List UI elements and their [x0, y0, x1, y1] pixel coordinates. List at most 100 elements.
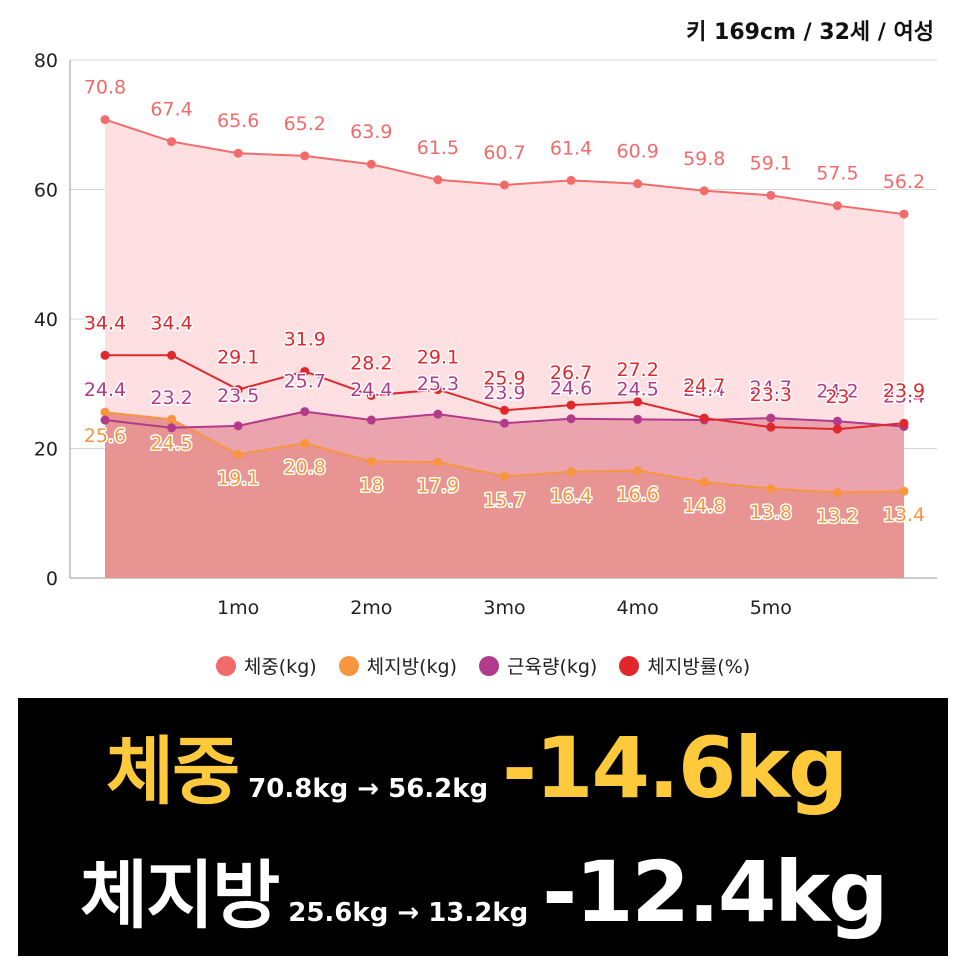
- data-point: [366, 456, 376, 466]
- data-label: 34.4: [84, 312, 126, 334]
- legend-label: 체중(kg): [243, 656, 317, 678]
- data-label: 31.9: [284, 328, 326, 350]
- data-label: 61.5: [417, 137, 459, 159]
- data-point: [167, 137, 177, 147]
- data-label: 15.7: [483, 489, 525, 511]
- weight-detail: 70.8kg → 56.2kg: [248, 774, 489, 804]
- y-tick-label: 80: [34, 50, 58, 72]
- data-label: 17.9: [417, 475, 459, 497]
- data-point: [300, 438, 310, 448]
- data-label: 28.2: [350, 352, 392, 374]
- fat-label: 체지방: [80, 853, 280, 939]
- data-label: 23.3: [750, 384, 792, 406]
- data-label: 25.3: [417, 373, 459, 395]
- legend-item-body-fat[interactable]: 체지방(kg): [338, 652, 457, 679]
- data-point: [300, 366, 310, 376]
- data-point: [832, 488, 842, 498]
- legend-item-fat-rate[interactable]: 체지방률(%): [619, 652, 750, 679]
- data-point: [633, 466, 643, 476]
- data-point: [500, 405, 509, 415]
- data-label: 24.5: [617, 378, 659, 400]
- data-label: 13.2: [816, 506, 858, 528]
- data-point: [832, 201, 842, 211]
- data-label: 57.5: [816, 163, 858, 185]
- data-point: [633, 397, 643, 407]
- data-label: 23.9: [483, 382, 525, 404]
- data-point: [433, 175, 443, 185]
- legend-dot-icon: [215, 655, 236, 676]
- summary-panel: 체중 70.8kg → 56.2kg -14.6kg 체지방 25.6kg → …: [18, 698, 948, 956]
- data-label: 25.9: [483, 367, 525, 389]
- data-label: 25.6: [84, 425, 126, 447]
- data-label: 24.4: [84, 379, 126, 401]
- data-label: 26.7: [550, 362, 592, 384]
- data-label: 24.5: [150, 432, 192, 454]
- data-label: 34.4: [150, 312, 192, 334]
- data-point: [366, 390, 376, 400]
- data-label: 19.1: [217, 467, 259, 489]
- weight-delta: -14.6kg: [502, 719, 848, 817]
- data-label: 23.5: [217, 385, 259, 407]
- body-composition-chart: 0 20 40 60 80 1mo 2mo 3mo 4mo 5mo 70.8 67.4 65.6 65.2…: [34, 50, 937, 619]
- data-label: 13.8: [750, 502, 792, 524]
- data-point: [566, 400, 576, 410]
- chart-legend: 체중(kg) 체지방(kg) 근육량(kg) 체지방률(%): [0, 652, 966, 679]
- data-label: 65.6: [217, 110, 259, 132]
- data-point: [766, 422, 776, 432]
- data-point: [832, 416, 842, 426]
- data-point: [300, 151, 310, 161]
- data-point: [699, 186, 709, 196]
- data-label: 29.1: [217, 347, 259, 369]
- data-point: [899, 486, 909, 496]
- data-point: [300, 407, 310, 417]
- data-label: 23.2: [150, 387, 192, 409]
- data-point: [699, 413, 709, 423]
- y-tick-label: 0: [46, 568, 58, 590]
- data-point: [366, 159, 376, 169]
- data-label: 24.4: [683, 379, 725, 401]
- data-point: [233, 385, 243, 395]
- legend-label: 체지방률(%): [647, 656, 751, 678]
- data-label: 24.4: [350, 379, 392, 401]
- data-point: [100, 115, 110, 125]
- legend-item-weight[interactable]: 체중(kg): [215, 652, 317, 679]
- y-tick-label: 20: [34, 439, 58, 461]
- legend-item-muscle[interactable]: 근육량(kg): [479, 652, 597, 679]
- x-tick-label: 1mo: [217, 597, 259, 619]
- data-label: 23.9: [883, 380, 925, 402]
- data-label: 70.8: [84, 77, 126, 99]
- data-point: [433, 409, 443, 419]
- data-label: 60.9: [617, 141, 659, 163]
- data-point: [633, 414, 643, 424]
- legend-label: 근육량(kg): [507, 656, 598, 678]
- data-point: [566, 175, 576, 185]
- data-point: [766, 484, 776, 494]
- data-label: 60.7: [483, 142, 525, 164]
- data-point: [832, 424, 842, 434]
- data-label: 24.7: [750, 377, 792, 399]
- data-label: 13.4: [883, 504, 925, 526]
- weight-label: 체중: [106, 729, 240, 815]
- data-label: 59.1: [750, 152, 792, 174]
- data-label: 59.8: [683, 148, 725, 170]
- legend-dot-icon: [479, 655, 500, 676]
- data-point: [233, 148, 243, 158]
- weight-summary: 체중 70.8kg → 56.2kg -14.6kg: [106, 712, 966, 819]
- data-point: [233, 449, 243, 459]
- x-tick-label: 4mo: [617, 597, 659, 619]
- data-label: 56.2: [883, 171, 925, 193]
- fat-summary: 체지방 25.6kg → 13.2kg -12.4kg: [80, 836, 966, 943]
- legend-dot-icon: [619, 655, 640, 676]
- data-label: 29.1: [417, 347, 459, 369]
- data-point: [500, 180, 509, 190]
- data-point: [699, 477, 709, 487]
- fat-detail: 25.6kg → 13.2kg: [288, 898, 529, 928]
- data-point: [500, 418, 509, 428]
- data-point: [167, 350, 177, 360]
- data-point: [100, 350, 110, 360]
- data-point: [366, 415, 376, 425]
- data-point: [167, 414, 177, 424]
- legend-dot-icon: [338, 655, 359, 676]
- data-point: [766, 190, 776, 200]
- data-label: 23: [825, 386, 849, 408]
